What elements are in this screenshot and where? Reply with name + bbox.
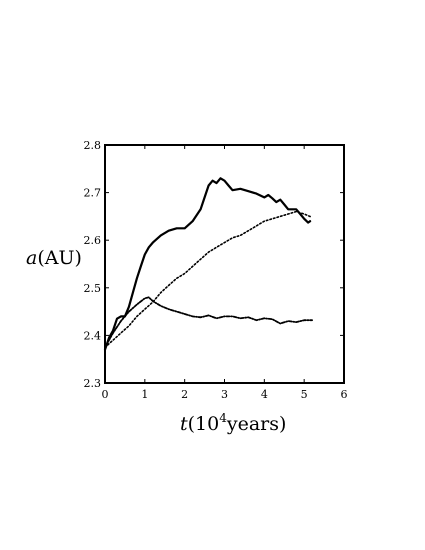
y-tick-label: 2.8	[84, 139, 102, 152]
y-axis-var: a	[26, 247, 37, 269]
y-tick-label: 2.7	[84, 187, 102, 200]
y-tick-label: 2.3	[84, 377, 102, 390]
y-tick-labels: 2.3 2.4 2.5 2.6 2.7 2.8	[84, 139, 102, 390]
x-tick-label: 3	[221, 388, 228, 401]
y-tick-label: 2.6	[84, 234, 102, 247]
y-tick-label: 2.4	[84, 329, 102, 342]
y-tick-label: 2.5	[84, 282, 102, 295]
x-tick-label: 2	[181, 388, 188, 401]
x-axis-var: t	[180, 413, 188, 435]
x-tick-label: 6	[341, 388, 348, 401]
x-axis-unit-open: (10	[188, 413, 220, 435]
x-axis-label: t(104years)	[180, 411, 286, 435]
series-line-dashdot	[104, 296, 314, 349]
x-tick-labels: 0 1 2 3 4 5 6	[102, 388, 348, 401]
x-tick-label: 1	[141, 388, 148, 401]
x-tick-label: 4	[261, 388, 268, 401]
x-tick-label: 0	[102, 388, 109, 401]
series-line-solid	[103, 177, 312, 351]
y-axis-label: a(AU)	[26, 247, 82, 269]
series-group	[103, 177, 314, 351]
x-axis-unit-rest: years)	[226, 413, 287, 435]
x-tick-label: 5	[301, 388, 308, 401]
series-line-dotted	[104, 210, 313, 349]
plot-frame	[104, 144, 345, 384]
x-axis-exponent: 4	[219, 411, 227, 425]
y-axis-unit: (AU)	[37, 247, 82, 269]
